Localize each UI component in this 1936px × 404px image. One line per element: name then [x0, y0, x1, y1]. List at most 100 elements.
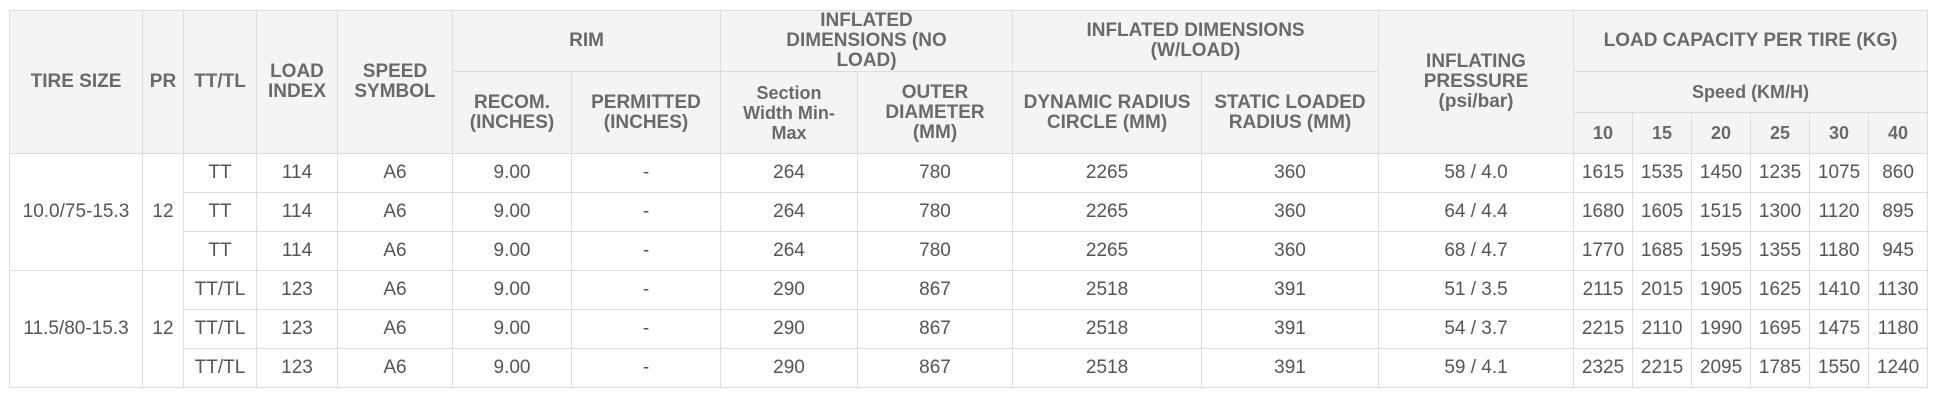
header-cell: RIM — [451, 10, 722, 72]
table-cell: 945 — [1868, 231, 1929, 271]
table-cell: 1235 — [1750, 153, 1811, 193]
table-cell: 123 — [256, 309, 338, 349]
table-row: TT/TL 123 A6 9.00-290 867 2518 391 59 / 4.1 2325… — [10, 348, 1929, 388]
tire-size-cell: 10.0/75-15.3 — [9, 153, 143, 271]
table-cell: 264 — [720, 192, 859, 232]
table-cell: 1515 — [1691, 192, 1752, 232]
header-cell: PERMITTED (INCHES) — [570, 71, 722, 154]
table-cell: - — [570, 270, 722, 310]
table-cell: A6 — [337, 231, 453, 271]
table-cell: A6 — [337, 192, 453, 232]
table-cell: 290 — [720, 309, 859, 349]
pr-cell: 12 — [142, 270, 184, 388]
header-cell: 15 — [1632, 112, 1693, 154]
header-cell: 10 — [1573, 112, 1634, 154]
table-cell: 59 / 4.1 — [1378, 348, 1575, 388]
table-cell: 2095 — [1691, 348, 1752, 388]
table-cell: 391 — [1201, 270, 1380, 310]
table-cell: 780 — [857, 231, 1014, 271]
header-cell: INFLATED DIMENSIONS (W/LOAD) — [1012, 10, 1380, 72]
table-cell: 1410 — [1809, 270, 1870, 310]
table-row: 11.5/80-15.3 12 TT/TL 123 A6 9.00-290 867 2518 3… — [9, 270, 1929, 388]
table-cell: 360 — [1201, 231, 1380, 271]
table-cell: 867 — [857, 309, 1014, 349]
header-cell: INFLATING PRESSURE (psi/bar) — [1378, 10, 1575, 154]
table-row: 10.0/75-15.3 12 TT 114 A6 9.00-264 780 2265 360 5… — [9, 153, 1929, 271]
table-cell: 9.00 — [452, 270, 572, 310]
table-cell: 68 / 4.7 — [1378, 231, 1575, 271]
table-cell: 2215 — [1573, 309, 1634, 349]
table-cell: 1475 — [1809, 309, 1870, 349]
tire-size-cell: 11.5/80-15.3 — [9, 270, 143, 388]
table-cell: TT/TL — [183, 348, 257, 388]
header-cell: RECOM. (INCHES) — [452, 71, 572, 154]
table-cell: 51 / 3.5 — [1378, 270, 1575, 310]
table-cell: 1605 — [1632, 192, 1693, 232]
table-cell: 123 — [256, 348, 338, 388]
table-cell: 123 — [256, 270, 338, 310]
table-cell: 264 — [720, 153, 859, 193]
table-cell: A6 — [337, 348, 453, 388]
table-cell: 2518 — [1012, 270, 1203, 310]
table-cell: 290 — [720, 348, 859, 388]
table-cell: - — [570, 309, 722, 349]
table-cell: 2518 — [1012, 348, 1203, 388]
tire-spec-table: TIRE SIZE PR TT/TL LOAD INDEX SPEED SYMB… — [9, 10, 1929, 388]
table-cell: 114 — [256, 231, 338, 271]
header-cell: Section Width Min-Max — [720, 71, 859, 154]
table-cell: 1355 — [1750, 231, 1811, 271]
header-cell: DYNAMIC RADIUS CIRCLE (MM) — [1012, 71, 1203, 154]
table-cell: 360 — [1201, 153, 1380, 193]
table-cell: 780 — [857, 153, 1014, 193]
table-cell: - — [570, 348, 722, 388]
header-cell: TIRE SIZE — [9, 10, 143, 154]
table-row: TT 114 A6 9.00-264 780 2265 360 68 / 4.7 1770 168… — [10, 231, 1929, 271]
table-cell: 2518 — [1012, 309, 1203, 349]
header-cell: 25 — [1750, 112, 1811, 154]
table-cell: 2325 — [1573, 348, 1634, 388]
header-cell: Speed (KM/H) — [1573, 71, 1929, 113]
table-cell: - — [570, 231, 722, 271]
table-cell: TT — [183, 231, 257, 271]
header-cell: 30 — [1809, 112, 1870, 154]
table-cell: 780 — [857, 192, 1014, 232]
table-cell: 1450 — [1691, 153, 1752, 193]
table-cell: 1680 — [1573, 192, 1634, 232]
table-cell: 1785 — [1750, 348, 1811, 388]
table-cell: 391 — [1201, 309, 1380, 349]
table-cell: 1595 — [1691, 231, 1752, 271]
table-body: 10.0/75-15.3 12 TT 114 A6 9.00-264 780 2265 360 5… — [9, 153, 1929, 388]
table-header: TIRE SIZE PR TT/TL LOAD INDEX SPEED SYMB… — [9, 10, 1929, 154]
table-cell: 2110 — [1632, 309, 1693, 349]
table-cell: 264 — [720, 231, 859, 271]
table-cell: 9.00 — [452, 348, 572, 388]
table-cell: 2115 — [1573, 270, 1634, 310]
table-cell: 1120 — [1809, 192, 1870, 232]
pr-cell: 12 — [142, 153, 184, 271]
table-row: TT 114 A6 9.00-264 780 2265 360 64 / 4.4 1680 160… — [10, 192, 1929, 232]
table-cell: 2265 — [1012, 192, 1203, 232]
table-cell: 1770 — [1573, 231, 1634, 271]
table-cell: 1240 — [1868, 348, 1929, 388]
table-cell: 1300 — [1750, 192, 1811, 232]
table-cell: 2265 — [1012, 231, 1203, 271]
table-cell: 1990 — [1691, 309, 1752, 349]
header-cell: LOAD INDEX — [256, 10, 338, 154]
table-cell: 1685 — [1632, 231, 1693, 271]
table-cell: 114 — [256, 192, 338, 232]
header-cell: PR — [142, 10, 184, 154]
table-cell: 1535 — [1632, 153, 1693, 193]
table-cell: 1075 — [1809, 153, 1870, 193]
table-cell: A6 — [337, 270, 453, 310]
table-cell: 9.00 — [452, 309, 572, 349]
table-cell: 1550 — [1809, 348, 1870, 388]
table-cell: 2265 — [1012, 153, 1203, 193]
table-cell: 2215 — [1632, 348, 1693, 388]
header-cell: INFLATED DIMENSIONS (NO LOAD) — [720, 10, 1014, 72]
table-cell: 58 / 4.0 — [1378, 153, 1575, 193]
table-cell: 1615 — [1573, 153, 1634, 193]
table-cell: 1625 — [1750, 270, 1811, 310]
header-cell: 20 — [1691, 112, 1752, 154]
table-cell: 1695 — [1750, 309, 1811, 349]
